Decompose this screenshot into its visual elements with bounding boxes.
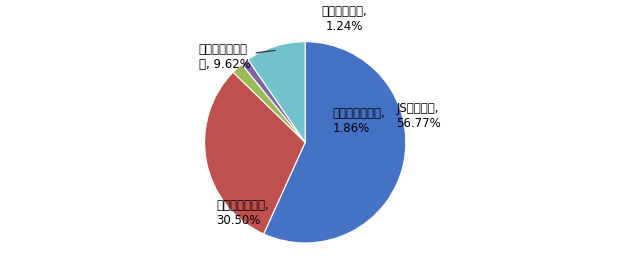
Text: 其它防水涂料,
1.24%: 其它防水涂料, 1.24%: [321, 5, 367, 34]
Wedge shape: [264, 42, 406, 243]
Wedge shape: [248, 42, 305, 142]
Text: 聚氨酯防水涂料,
30.50%: 聚氨酯防水涂料, 30.50%: [216, 199, 269, 227]
Text: JS防水涂料,
56.77%: JS防水涂料, 56.77%: [396, 102, 441, 130]
Wedge shape: [233, 64, 305, 142]
Wedge shape: [242, 59, 305, 142]
Text: 丙烯酸防水涂料,
1.86%: 丙烯酸防水涂料, 1.86%: [332, 107, 385, 135]
Wedge shape: [205, 72, 305, 234]
Text: 改性沥青防水涂
料, 9.62%: 改性沥青防水涂 料, 9.62%: [198, 43, 275, 71]
